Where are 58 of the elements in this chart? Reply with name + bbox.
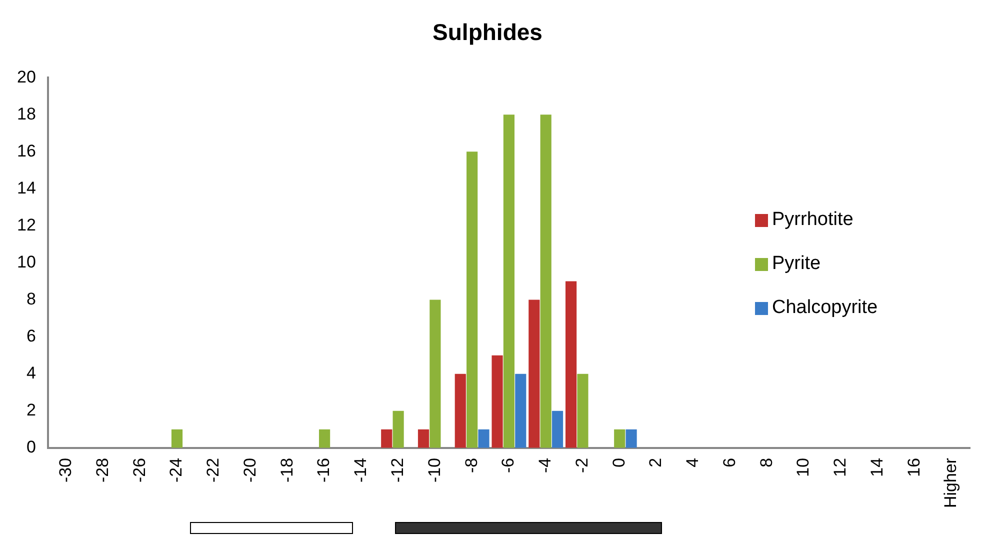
x-tick-label: 4 bbox=[683, 458, 702, 468]
x-tick-label: 12 bbox=[830, 458, 850, 477]
bar bbox=[492, 355, 503, 448]
x-tick-label: -20 bbox=[240, 458, 260, 482]
x-tick-label: -12 bbox=[388, 458, 407, 482]
x-tick-label: -6 bbox=[498, 458, 518, 474]
bar bbox=[430, 300, 441, 448]
x-tick-label: -18 bbox=[277, 458, 296, 482]
y-tick-label: 18 bbox=[16, 104, 36, 124]
chart-title: Sulphides bbox=[432, 19, 542, 46]
legend-label: Pyrite bbox=[772, 253, 821, 275]
y-tick-label: 8 bbox=[26, 289, 36, 308]
legend-label: Pyrrhotite bbox=[772, 209, 854, 231]
bar bbox=[577, 374, 588, 448]
y-tick-label: 6 bbox=[26, 326, 36, 346]
legend-label: Chalcopyrite bbox=[772, 297, 878, 319]
y-tick-label: 20 bbox=[16, 67, 36, 86]
bar bbox=[466, 152, 478, 448]
bar bbox=[528, 300, 540, 448]
x-tick-label: 10 bbox=[794, 458, 813, 477]
bar bbox=[171, 429, 183, 448]
bar bbox=[565, 281, 577, 448]
x-tick-label: -4 bbox=[536, 458, 555, 474]
x-tick-label: 14 bbox=[867, 458, 886, 477]
x-tick-label: -30 bbox=[56, 458, 76, 482]
x-tick-label: 16 bbox=[904, 458, 924, 477]
bar bbox=[392, 410, 404, 448]
x-tick-label: -16 bbox=[314, 458, 334, 482]
x-tick-label: -24 bbox=[166, 458, 186, 482]
x-tick-label: 2 bbox=[646, 458, 666, 468]
x-tick-label: 0 bbox=[609, 458, 628, 468]
x-tick-label: -8 bbox=[462, 458, 481, 474]
bar bbox=[626, 429, 637, 448]
x-tick-label: -10 bbox=[424, 458, 444, 482]
x-tick-label: -2 bbox=[572, 458, 592, 474]
bar bbox=[454, 374, 466, 448]
bar bbox=[478, 429, 490, 448]
bar bbox=[381, 429, 392, 448]
x-tick-label: -22 bbox=[204, 458, 223, 482]
bar bbox=[503, 114, 515, 448]
bar bbox=[418, 429, 430, 448]
y-tick-label: 4 bbox=[26, 364, 36, 383]
x-tick-label: -26 bbox=[130, 458, 149, 482]
bar bbox=[515, 374, 526, 448]
x-tick-label: Higher bbox=[941, 458, 960, 508]
bar bbox=[318, 429, 330, 448]
y-tick-label: 14 bbox=[16, 178, 36, 198]
y-tick-label: 16 bbox=[16, 141, 36, 160]
bar bbox=[614, 429, 626, 448]
x-tick-label: 8 bbox=[756, 458, 776, 468]
bar bbox=[552, 410, 564, 448]
y-tick-label: 2 bbox=[26, 400, 36, 420]
x-tick-label: -28 bbox=[92, 458, 112, 482]
bar bbox=[540, 114, 552, 448]
y-tick-label: 12 bbox=[16, 215, 36, 234]
y-tick-label: 10 bbox=[16, 252, 36, 272]
x-tick-label: -14 bbox=[351, 458, 370, 482]
x-tick-label: 6 bbox=[720, 458, 739, 468]
